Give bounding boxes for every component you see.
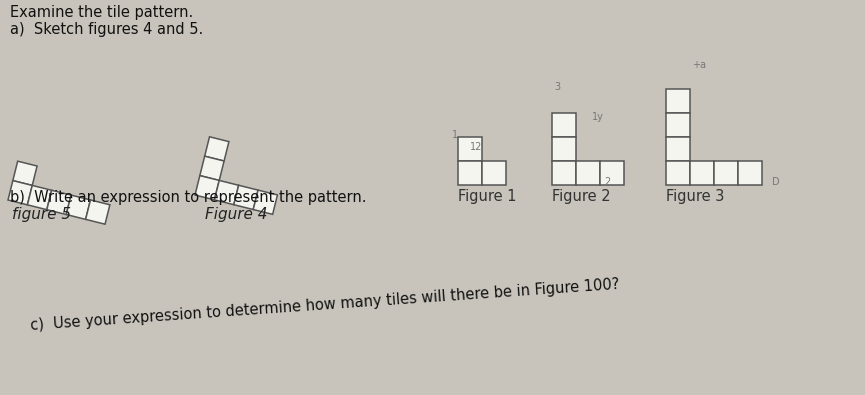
Polygon shape: [215, 181, 239, 205]
Polygon shape: [234, 185, 258, 209]
Text: D: D: [772, 177, 779, 187]
Bar: [458, 161, 482, 185]
Polygon shape: [253, 190, 278, 214]
Bar: [576, 161, 600, 185]
Text: 1: 1: [452, 130, 458, 140]
Text: 3: 3: [554, 82, 561, 92]
Bar: [552, 113, 576, 137]
Text: Examine the tile pattern.: Examine the tile pattern.: [10, 5, 193, 20]
Polygon shape: [205, 137, 229, 161]
Polygon shape: [67, 195, 91, 219]
Text: b)  Write an expression to represent the pattern.: b) Write an expression to represent the …: [10, 190, 367, 205]
Bar: [552, 161, 576, 185]
Bar: [714, 161, 738, 185]
Text: 2: 2: [604, 177, 610, 187]
Text: a)  Sketch figures 4 and 5.: a) Sketch figures 4 and 5.: [10, 22, 203, 37]
Polygon shape: [13, 161, 37, 185]
Text: 1y: 1y: [592, 112, 604, 122]
Text: figure 5: figure 5: [12, 207, 71, 222]
Polygon shape: [86, 200, 110, 224]
Polygon shape: [200, 156, 224, 181]
Bar: [552, 137, 576, 161]
Bar: [738, 161, 762, 185]
Bar: [666, 113, 690, 137]
Text: c)  Use your expression to determine how many tiles will there be in Figure 100?: c) Use your expression to determine how …: [30, 277, 620, 333]
Text: Figure 4: Figure 4: [205, 207, 267, 222]
Text: Figure 2: Figure 2: [552, 189, 611, 204]
Bar: [666, 89, 690, 113]
Polygon shape: [195, 176, 219, 200]
Bar: [458, 137, 482, 161]
Text: 12: 12: [470, 142, 483, 152]
Polygon shape: [47, 190, 71, 214]
Bar: [690, 161, 714, 185]
Text: Figure 3: Figure 3: [666, 189, 724, 204]
Bar: [666, 161, 690, 185]
Polygon shape: [8, 181, 32, 205]
Bar: [666, 137, 690, 161]
Bar: [600, 161, 624, 185]
Text: +a: +a: [692, 60, 706, 70]
Text: Figure 1: Figure 1: [458, 189, 516, 204]
Bar: [482, 161, 506, 185]
Polygon shape: [28, 185, 52, 210]
